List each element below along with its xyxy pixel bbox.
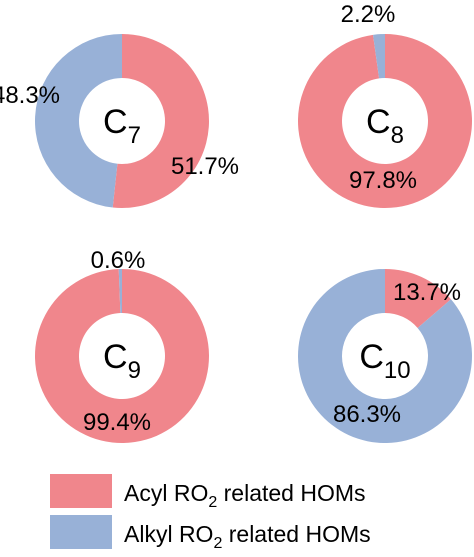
slice-alkyl: [373, 34, 385, 79]
legend-swatch-alkyl: [50, 515, 112, 549]
center-label: C7: [103, 103, 141, 149]
donut-chart-c10: C10 13.7% 86.3%: [298, 269, 472, 443]
data-label-alkyl: 86.3%: [333, 401, 401, 428]
slice-acyl: [297, 34, 472, 209]
donut-chart-c7: C7 51.7% 48.3%: [0, 34, 239, 208]
data-label-acyl: 51.7%: [171, 153, 239, 180]
center-label: C8: [366, 103, 404, 149]
legend-swatch-acyl: [50, 474, 112, 508]
slice-alkyl: [118, 269, 122, 314]
slice-alkyl: [298, 269, 472, 443]
slice-alkyl: [34, 34, 123, 208]
slice-acyl: [112, 34, 209, 208]
center-label: C9: [103, 338, 141, 384]
donut-charts: C7 51.7% 48.3% C8 97.8% 2.2% C9 99.4% 0.6% C10 13.…: [0, 1, 472, 444]
donut-chart-c9: C9 99.4% 0.6%: [35, 247, 210, 444]
data-label-acyl: 97.8%: [349, 167, 417, 194]
legend: Acyl RO2 related HOMs Alkyl RO2 related …: [50, 474, 371, 552]
center-label: C10: [359, 338, 410, 384]
data-label-acyl: 99.4%: [83, 409, 151, 436]
legend-label-alkyl: Alkyl RO2 related HOMs: [124, 521, 371, 552]
slice-acyl: [385, 269, 451, 328]
data-label-alkyl: 2.2%: [341, 1, 396, 28]
data-label-acyl: 13.7%: [393, 279, 461, 306]
data-label-alkyl: 0.6%: [91, 247, 146, 274]
legend-label-acyl: Acyl RO2 related HOMs: [124, 480, 366, 511]
donut-chart-c8: C8 97.8% 2.2%: [297, 1, 472, 209]
data-label-alkyl: 48.3%: [0, 82, 60, 109]
slice-acyl: [35, 269, 210, 444]
